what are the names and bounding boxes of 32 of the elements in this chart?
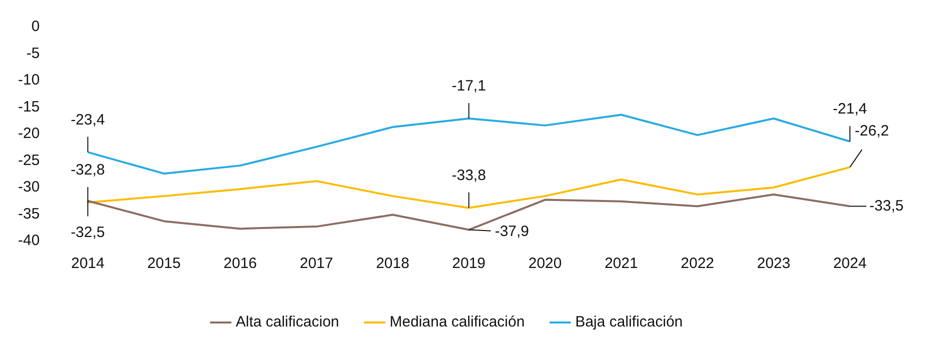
x-tick-label: 2023 [756, 255, 790, 272]
y-tick-label: -30 [18, 178, 40, 196]
y-tick-label: -5 [26, 44, 40, 62]
y-tick-label: -25 [18, 152, 40, 169]
x-tick-label: 2014 [71, 255, 104, 272]
data-label: -17,1 [452, 78, 486, 95]
data-label: -32,8 [70, 162, 105, 179]
x-tick-label: 2015 [147, 255, 181, 272]
y-tick-label: -20 [18, 125, 40, 142]
y-tick-label: -15 [18, 98, 40, 116]
data-label: -37,9 [494, 222, 530, 240]
x-tick-label: 2020 [528, 255, 562, 272]
x-tick-label: 2016 [224, 255, 257, 272]
x-tick-label: 2017 [300, 255, 334, 272]
data-label: -26,2 [854, 122, 889, 140]
x-tick-label: 2019 [452, 255, 486, 272]
x-tick-label: 2024 [833, 255, 867, 272]
y-tick-label: -40 [18, 232, 40, 250]
x-tick-label: 2022 [680, 255, 714, 272]
data-label: -21,4 [832, 100, 867, 118]
y-tick-label: -35 [18, 205, 40, 222]
legend-label: Alta calificacion [236, 314, 340, 331]
data-label: -23,4 [70, 111, 105, 128]
data-label: -33,8 [452, 166, 486, 184]
legend-label: Mediana calificación [390, 314, 525, 331]
data-label: -33,5 [869, 197, 904, 214]
y-tick-label: 0 [31, 18, 40, 36]
x-tick-label: 2018 [376, 255, 410, 272]
data-label: -32,5 [70, 224, 105, 242]
x-tick-label: 2021 [604, 255, 638, 272]
y-tick-label: -10 [18, 72, 40, 89]
legend-label: Baja calificación [575, 314, 683, 331]
